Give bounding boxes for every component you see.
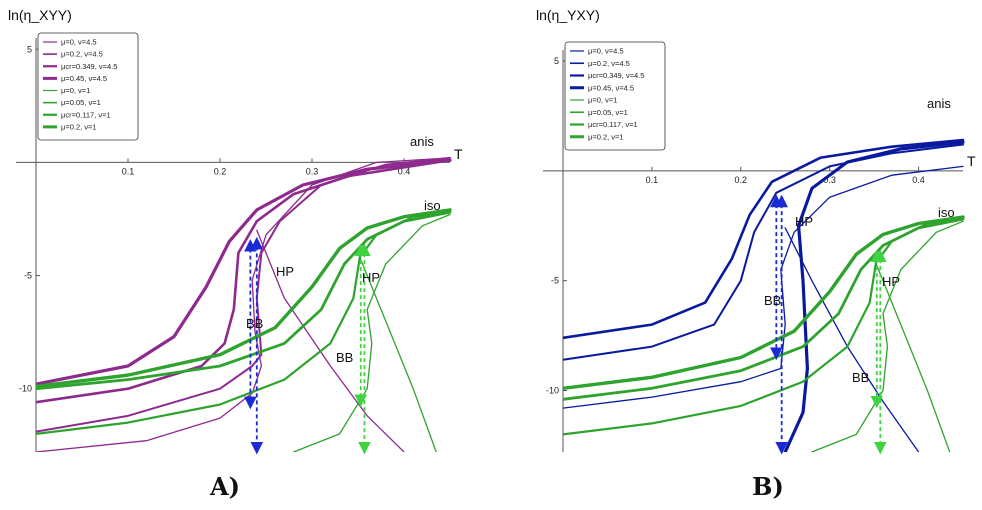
legend-entry: μ=0.2, ν=4.5: [61, 50, 103, 59]
x-tick-label: 0.3: [823, 175, 836, 185]
series-group: [563, 138, 965, 452]
y-tick-label: -10: [19, 384, 32, 394]
legend-entry: μ=0, ν=4.5: [61, 38, 97, 47]
legend-entry: μcr=0.349, ν=4.5: [61, 62, 117, 71]
series-line-7: [873, 258, 951, 452]
legend-entry: μ=0, ν=1: [61, 86, 90, 95]
series-line-9: [563, 217, 965, 401]
series-line-6: [811, 220, 964, 452]
x-tick-label: 0.2: [214, 166, 227, 176]
series-line-4: [563, 138, 965, 340]
series-line-10: [563, 215, 965, 390]
panel-label: A): [209, 472, 240, 501]
legend-entry: μ=0.2, ν=4.5: [588, 59, 630, 68]
y-tick-label: -5: [551, 276, 559, 286]
annotation-anis: anis: [410, 134, 434, 149]
annotation-hp2: HP: [362, 270, 380, 285]
y-tick-label: 5: [554, 56, 559, 66]
legend-box: [564, 41, 666, 151]
legend-entry: μ=0.05, ν=1: [588, 108, 628, 117]
annotation-bb2: BB: [336, 350, 353, 365]
y-tick-label: -10: [546, 385, 559, 395]
annotation-hp1: HP: [795, 214, 813, 229]
series-line-8: [563, 218, 965, 436]
y-axis-label: ln(η_XYY): [8, 7, 72, 23]
series-line-4: [36, 158, 452, 404]
y-tick-label: -5: [24, 271, 32, 281]
legend-entry: μ=0.2, ν=1: [588, 132, 624, 141]
x-tick-label: 0.4: [912, 175, 925, 185]
series-line-10: [36, 208, 452, 389]
series-line-2: [256, 229, 405, 452]
annotation-iso: iso: [424, 198, 441, 213]
x-tick-label: 0.1: [122, 166, 135, 176]
legend-entry: μcr=0.117, ν=1: [588, 120, 638, 129]
y-axis-label: ln(η_YXY): [536, 7, 600, 23]
annotation-iso: iso: [938, 205, 955, 220]
series-line-7: [357, 252, 437, 452]
x-tick-label: 0.3: [306, 166, 319, 176]
annotation-hp2: HP: [882, 274, 900, 289]
annotation-anis: anis: [927, 96, 951, 111]
x-tick-label: 0.2: [735, 175, 748, 185]
annotation-bb2: BB: [852, 370, 869, 385]
x-tick-label: 0.4: [398, 166, 411, 176]
legend-entry: μ=0.45, ν=4.5: [588, 83, 634, 92]
legend-box: [37, 32, 139, 141]
x-axis-label: T: [967, 153, 976, 169]
annotation-bb1: BB: [764, 293, 781, 308]
x-tick-label: 0.1: [646, 175, 659, 185]
legend-entry: μ=0.2, ν=1: [61, 122, 97, 131]
y-tick-label: 5: [27, 44, 32, 54]
legend-entry: μcr=0.349, ν=4.5: [588, 71, 644, 80]
series-line-9: [36, 210, 452, 391]
series-group: [36, 156, 452, 452]
series-line-6: [292, 213, 451, 452]
series-line-5: [783, 140, 965, 452]
series-line-1: [36, 157, 451, 452]
series-line-3: [36, 156, 451, 433]
panel-label: B): [752, 472, 784, 501]
legend-entry: μ=0, ν=4.5: [588, 47, 624, 56]
legend-entry: μ=0, ν=1: [588, 96, 617, 105]
series-line-1: [563, 165, 964, 409]
series-line-3: [563, 143, 964, 361]
legend-entry: μ=0.45, ν=4.5: [61, 74, 107, 83]
annotation-hp1: HP: [276, 264, 294, 279]
legend-entry: μ=0.05, ν=1: [61, 98, 101, 107]
annotation-bb1: BB: [246, 316, 263, 331]
legend-entry: μcr=0.117, ν=1: [61, 110, 111, 119]
x-axis-label: T: [454, 146, 463, 162]
series-line-5: [36, 158, 452, 386]
